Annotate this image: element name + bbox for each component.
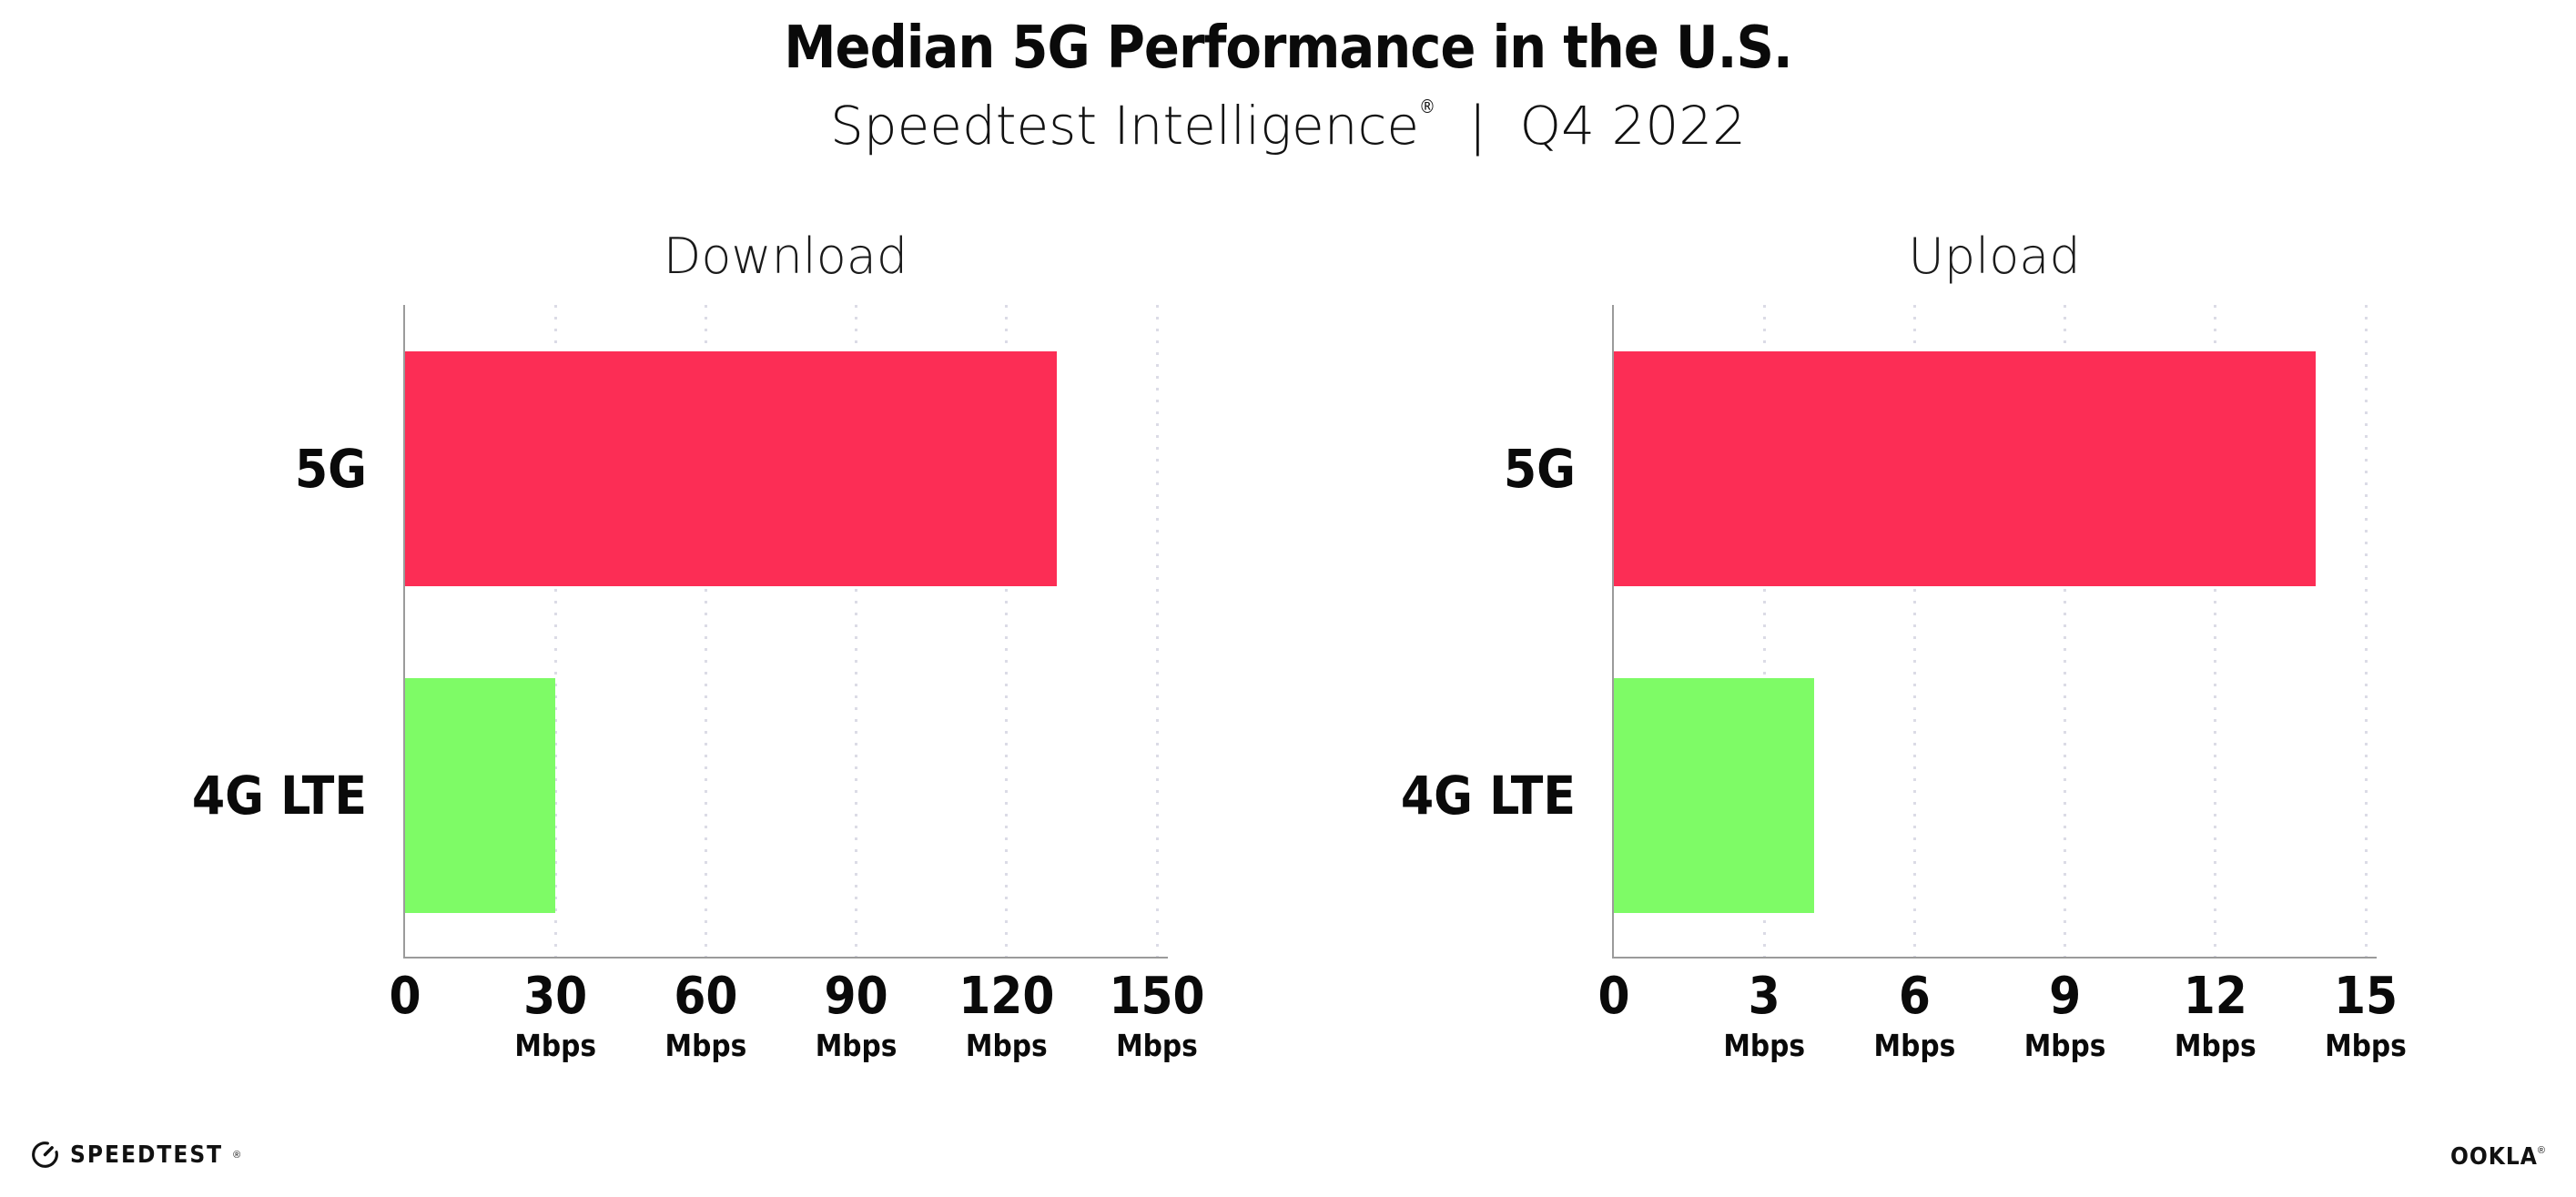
- x-tick-120: 120 Mbps: [958, 971, 1054, 1062]
- x-tick-unit: Mbps: [1116, 1028, 1198, 1063]
- x-tick-value: 0: [389, 967, 421, 1026]
- bar-4g-lte: [405, 677, 556, 913]
- gridline-12-mbps: [2214, 305, 2217, 957]
- category-label-5g: 5G: [1503, 437, 1576, 500]
- ookla-wordmark: OOKLA: [2449, 1143, 2538, 1171]
- x-tick-value: 60: [674, 967, 738, 1026]
- download-plot-area: 5G 4G LTE 0 30 Mbps 60 Mbps 90 Mbps 120 Mbps 150 Mbp…: [192, 305, 1205, 1062]
- gridline-6-mbps: [1912, 305, 1916, 957]
- registered-mark: ®: [1419, 96, 1436, 117]
- x-tick-15: 15 Mbps: [2325, 971, 2407, 1062]
- gridline-60-mbps: [704, 305, 707, 957]
- x-tick-value: 150: [1109, 967, 1205, 1026]
- category-label-4g-lte: 4G LTE: [1400, 764, 1576, 827]
- speedtest-registered-mark: ®: [233, 1149, 241, 1161]
- x-tick-9: 9 Mbps: [2024, 971, 2106, 1062]
- gridline-30-mbps: [553, 305, 557, 957]
- page-subtitle: Speedtest Intelligence® | Q4 2022: [0, 95, 2576, 157]
- x-tick-60: 60 Mbps: [665, 971, 747, 1062]
- x-tick-unit: Mbps: [2174, 1028, 2257, 1063]
- x-tick-unit: Mbps: [1873, 1028, 1956, 1063]
- download-chart-title: Download: [663, 228, 908, 285]
- x-tick-value: 30: [523, 967, 588, 1026]
- speedtest-logo: SPEEDTEST ®: [30, 1140, 240, 1170]
- gridline-90-mbps: [855, 305, 858, 957]
- x-tick-unit: Mbps: [2023, 1028, 2106, 1063]
- x-tick-3: 3 Mbps: [1723, 971, 1805, 1062]
- speedtest-gauge-icon: [32, 1141, 58, 1168]
- gridline-3-mbps: [1762, 305, 1766, 957]
- gridline-120-mbps: [1005, 305, 1009, 957]
- x-tick-value: 9: [2049, 967, 2082, 1026]
- x-tick-unit: Mbps: [815, 1028, 898, 1063]
- ookla-logo: OOKLA®: [2450, 1143, 2545, 1171]
- page-title: Median 5G Performance in the U.S.: [784, 15, 1793, 82]
- speedtest-wordmark: SPEEDTEST: [70, 1141, 224, 1169]
- x-tick-value: 12: [2183, 967, 2247, 1026]
- x-tick-6: 6 Mbps: [1874, 971, 1956, 1062]
- category-label-5g: 5G: [294, 437, 367, 500]
- x-tick-150: 150 Mbps: [1109, 971, 1204, 1062]
- x-tick-unit: Mbps: [1723, 1028, 1806, 1063]
- upload-chart: Upload 5G 4G LTE 0 3 Mbps 6 Mbps 9 Mbps 12 Mbps 15 M…: [1401, 228, 2407, 1062]
- gridline-150-mbps: [1155, 305, 1159, 957]
- x-tick-value: 0: [1597, 967, 1630, 1026]
- x-tick-value: 3: [1748, 967, 1780, 1026]
- x-tick-value: 15: [2333, 967, 2399, 1026]
- category-label-4g-lte: 4G LTE: [191, 764, 367, 827]
- ookla-registered-mark: ®: [2537, 1145, 2545, 1156]
- upload-chart-title: Upload: [1908, 228, 2081, 285]
- x-tick-12: 12 Mbps: [2175, 971, 2257, 1062]
- x-tick-value: 90: [824, 967, 888, 1026]
- gridline-9-mbps: [2064, 305, 2067, 957]
- x-tick-unit: Mbps: [514, 1028, 597, 1063]
- x-tick-unit: Mbps: [2325, 1028, 2407, 1063]
- x-tick-unit: Mbps: [965, 1028, 1048, 1063]
- subtitle-divider: |: [1468, 95, 1487, 157]
- x-tick-30: 30 Mbps: [514, 971, 596, 1062]
- bar-4g-lte: [1614, 677, 1815, 913]
- subtitle-period: Q4 2022: [1519, 95, 1747, 157]
- download-chart: Download 5G 4G LTE 0 30 Mbps 60 Mbps 90 Mbps 120 M…: [192, 228, 1205, 1062]
- x-tick-0: 0: [1597, 971, 1629, 1022]
- gridline-15-mbps: [2364, 305, 2368, 957]
- bar-5g: [1614, 350, 2316, 586]
- x-tick-90: 90 Mbps: [816, 971, 898, 1062]
- upload-plot-area: 5G 4G LTE 0 3 Mbps 6 Mbps 9 Mbps 12 Mbps 15 Mbps: [1401, 305, 2407, 1062]
- x-tick-0: 0: [389, 971, 421, 1022]
- subtitle-brand: Speedtest Intelligence: [829, 95, 1420, 157]
- x-tick-unit: Mbps: [664, 1028, 747, 1063]
- bar-5g: [405, 350, 1057, 586]
- x-tick-value: 6: [1898, 967, 1931, 1026]
- header: Median 5G Performance in the U.S. Speedt…: [0, 0, 2576, 157]
- x-tick-value: 120: [958, 967, 1055, 1026]
